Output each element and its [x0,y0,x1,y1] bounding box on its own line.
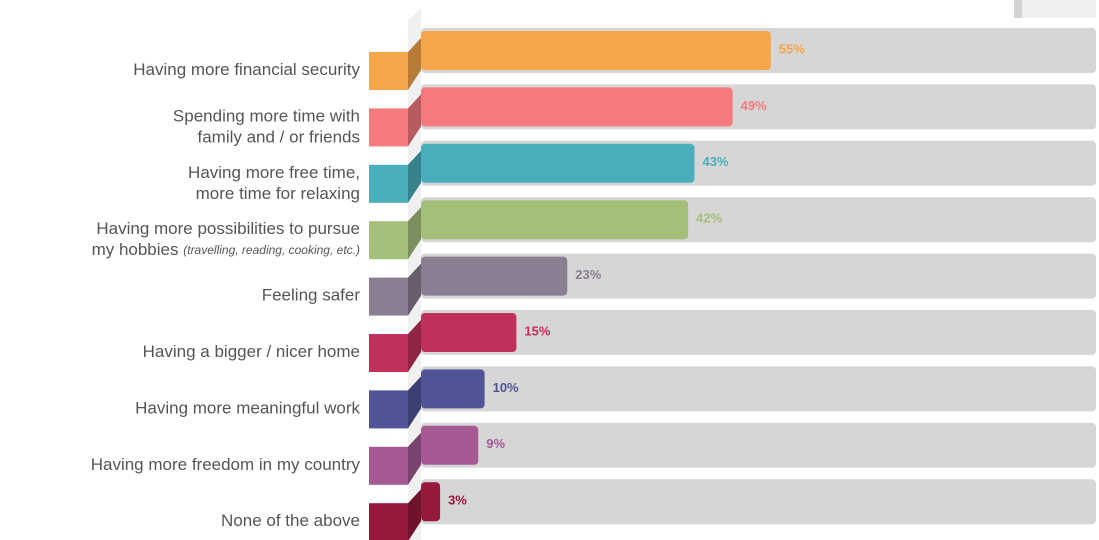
category-line: Having a bigger / nicer home [143,342,360,361]
fold [408,376,421,429]
category-line: Having more possibilities to pursue [96,220,360,239]
tab [369,446,408,485]
tab [369,221,408,260]
fold [408,207,421,260]
value-label: 43% [702,154,728,169]
bar [421,87,733,127]
tab [369,503,408,540]
category-label: Having more freedom in my country [91,455,361,474]
category-label: Feeling safer [262,286,361,305]
track [421,253,1096,299]
bar [421,256,568,296]
category-line: Feeling safer [262,286,361,305]
value-label: 55% [779,41,805,56]
fold [408,432,421,485]
value-label: 42% [696,211,722,226]
category-label: None of the above [221,512,360,531]
category-label: Having more possibilities to pursue [96,220,360,239]
bar [421,200,689,240]
fold-shade [408,38,421,90]
category-label: Having more financial security [133,60,360,79]
fold-shade [408,207,421,260]
category-note: (travelling, reading, cooking, etc.) [183,243,360,257]
bar [421,482,441,522]
category-line: more time for relaxing [196,184,360,203]
fold [408,263,421,316]
category-label: Having more meaningful work [135,399,360,418]
category-line: family and / or friends [197,128,360,147]
fold [408,320,421,372]
fold [408,94,421,147]
corner-edge [1014,0,1022,18]
fold-shade [408,489,421,540]
category-label: Having more free time, [188,163,360,182]
category-line: Having more freedom in my country [91,455,361,474]
fold [408,150,421,203]
fold-shade [408,94,421,147]
category-label: my hobbies (travelling, reading, cooking… [92,241,360,260]
tab [369,108,408,147]
category-label: more time for relaxing [196,184,360,203]
value-label: 49% [741,98,767,113]
track [421,479,1096,525]
tab [369,164,408,203]
value-label: 23% [575,267,601,282]
category-label: Having a bigger / nicer home [143,342,360,361]
bar [421,425,479,465]
tab [369,334,408,372]
fold-shade [408,150,421,203]
bar [421,369,485,409]
category-label: Spending more time with [173,107,360,126]
tab [369,52,408,90]
bar [421,313,517,352]
category-line: Having more financial security [133,60,360,79]
tab [369,277,408,316]
value-label: 15% [524,323,550,338]
fold-shade [408,320,421,372]
category-line: Having more meaningful work [135,399,360,418]
track [421,366,1096,412]
fold [408,489,421,540]
bar [421,31,771,70]
fold-shade [408,432,421,485]
track [421,422,1096,468]
category-line: my hobbies [92,241,179,260]
value-label: 10% [493,380,519,395]
corner-panel [1014,0,1096,18]
fold-shade [408,376,421,429]
category-label: family and / or friends [197,128,360,147]
value-label: 9% [486,436,505,451]
category-line: Spending more time with [173,107,360,126]
fold-shade [408,263,421,316]
value-label: 3% [448,493,467,508]
category-line: None of the above [221,512,360,531]
fold [408,38,421,90]
tab [369,390,408,429]
category-line: Having more free time, [188,163,360,182]
track [421,310,1096,355]
bar [421,143,695,183]
